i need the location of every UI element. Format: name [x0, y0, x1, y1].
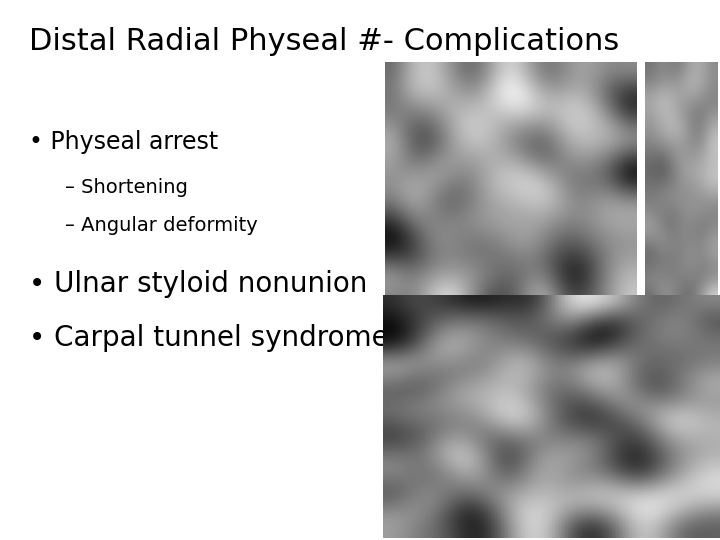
Text: • Carpal tunnel syndrome: • Carpal tunnel syndrome — [29, 324, 388, 352]
Text: – Angular deformity: – Angular deformity — [65, 216, 258, 235]
Text: Distal Radial Physeal #- Complications: Distal Radial Physeal #- Complications — [29, 27, 619, 56]
Text: • Physeal arrest: • Physeal arrest — [29, 130, 218, 153]
Text: • Ulnar styloid nonunion: • Ulnar styloid nonunion — [29, 270, 367, 298]
Text: – Shortening: – Shortening — [65, 178, 188, 197]
